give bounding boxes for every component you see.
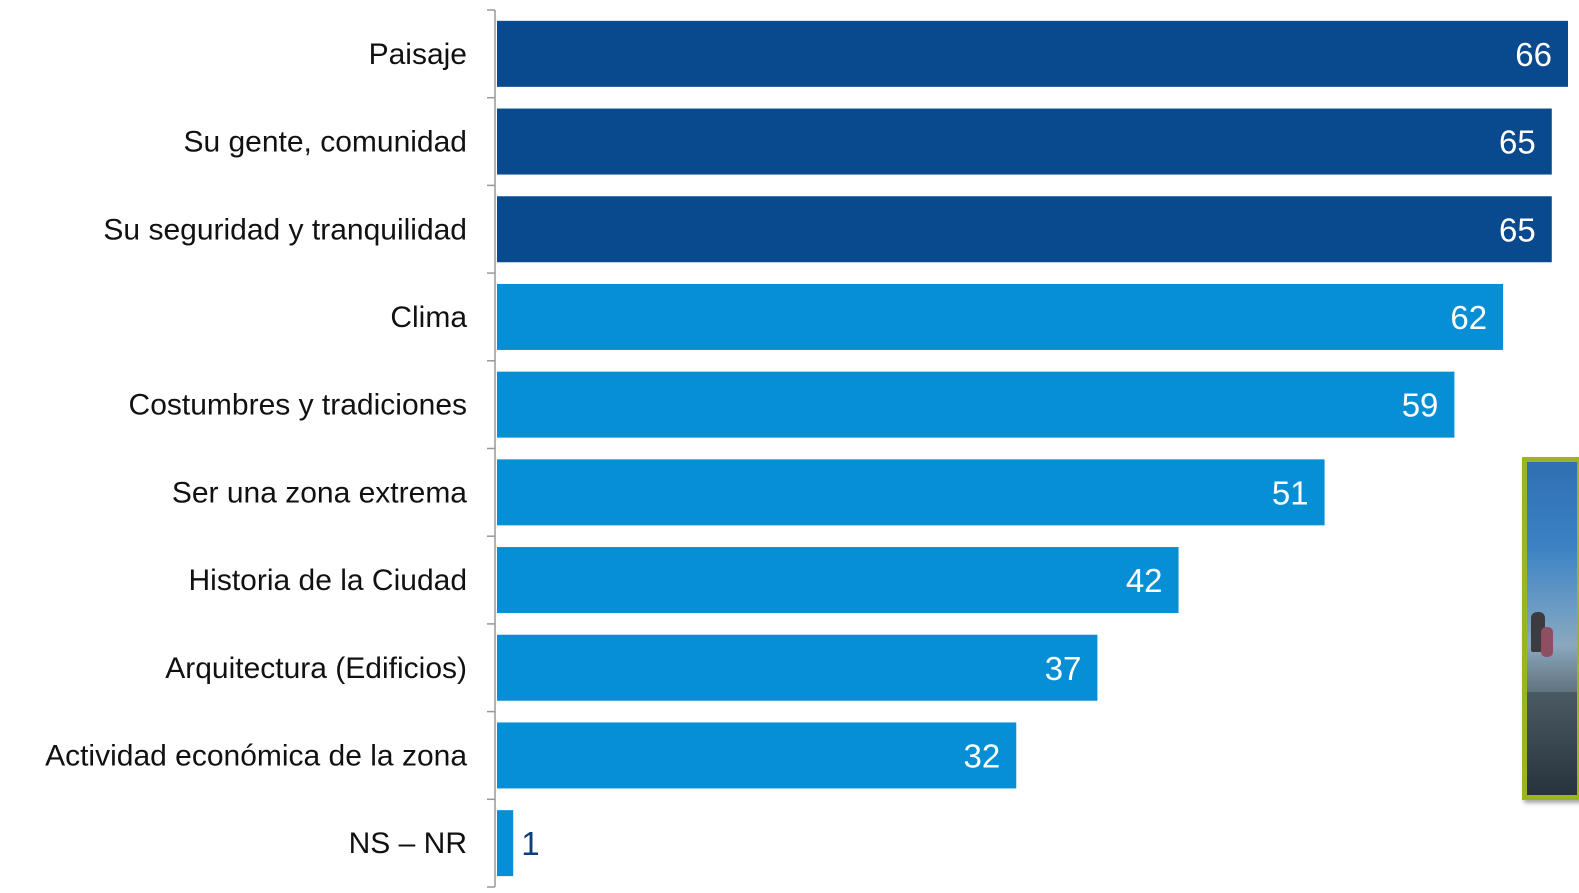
person-figure <box>1541 627 1553 657</box>
labels-layer: Paisaje 66 Su gente, comunidad 65 Su segurid… <box>45 36 1552 862</box>
value-label: 42 <box>1126 562 1163 599</box>
bar-4 <box>497 283 1504 350</box>
bar-7 <box>497 547 1179 614</box>
category-label: Su seguridad y tranquilidad <box>103 213 467 246</box>
category-label: Actividad económica de la zona <box>45 739 467 772</box>
bar-2 <box>497 108 1552 175</box>
value-label: 51 <box>1272 474 1309 511</box>
value-label: 65 <box>1499 211 1536 248</box>
value-label: 65 <box>1499 124 1536 161</box>
category-label: Clima <box>390 301 467 334</box>
bars-layer <box>497 20 1568 877</box>
bar-6 <box>497 459 1325 526</box>
bar-3 <box>497 196 1552 263</box>
value-label: 59 <box>1402 387 1439 424</box>
water-area <box>1527 692 1577 795</box>
category-label: Arquitectura (Edificios) <box>165 652 467 685</box>
category-label: Paisaje <box>369 38 467 71</box>
value-label: 37 <box>1045 650 1082 687</box>
photo-thumbnail <box>1522 457 1579 800</box>
bar-1 <box>497 20 1568 87</box>
category-label: Costumbres y tradiciones <box>129 389 467 422</box>
axis-layer <box>487 9 496 888</box>
bar-8 <box>497 634 1098 701</box>
category-label: NS – NR <box>349 827 467 860</box>
value-label: 32 <box>964 737 1001 774</box>
value-label: 1 <box>521 825 539 862</box>
bar-9 <box>497 722 1017 789</box>
value-label: 62 <box>1450 299 1487 336</box>
category-label: Historia de la Ciudad <box>189 564 467 597</box>
category-label: Ser una zona extrema <box>172 476 467 509</box>
value-label: 66 <box>1515 36 1552 73</box>
bar-10 <box>497 810 514 877</box>
category-label: Su gente, comunidad <box>183 126 467 159</box>
bar-5 <box>497 371 1455 438</box>
